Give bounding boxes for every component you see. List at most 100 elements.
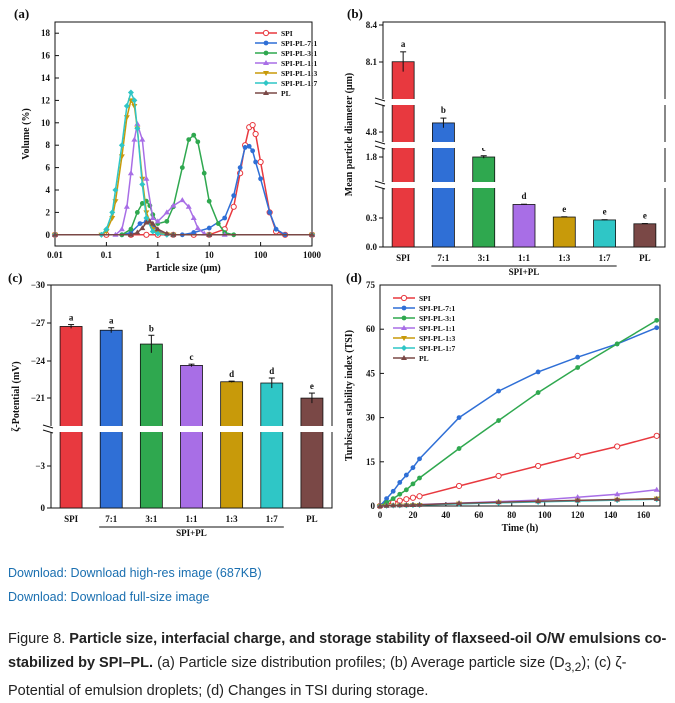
panel-c-sig-letter: e — [310, 381, 314, 391]
panel-b-bar — [633, 223, 657, 248]
panel-d-ytick-label: 75 — [366, 280, 376, 290]
panel-a-data-point — [163, 230, 170, 236]
panel-d-data-point — [653, 486, 660, 492]
panel-c-ylabel: ζ-Potential (mV) — [11, 361, 22, 432]
panel-a-ytick-label: 2 — [46, 207, 51, 217]
panel-a-data-point — [139, 225, 146, 231]
panel-b-sig-letter: e — [643, 211, 647, 221]
panel-d-legend-marker — [401, 336, 407, 341]
panel-d-data-point — [574, 452, 581, 460]
panel-a-data-point — [252, 130, 259, 138]
panel-b-break-mark — [374, 102, 386, 107]
panel-d-legend-label: SPI-PL-7:1 — [419, 304, 455, 313]
panel-b-break-mark — [374, 97, 386, 102]
panel-a-data-point — [194, 225, 201, 231]
panel-a-data-point — [170, 202, 177, 208]
panel-d-data-point — [396, 502, 403, 508]
panel-c-xtick-label: 1:7 — [266, 514, 278, 524]
caption-sub: 3,2 — [564, 659, 582, 674]
panel-d-ylabel: Turbiscan stability index (TSI) — [344, 330, 355, 461]
panel-a-data-point — [191, 132, 197, 138]
panel-a-data-point — [149, 220, 156, 226]
panel-a-data-point — [201, 170, 207, 176]
panel-a-label: (a) — [14, 6, 29, 21]
panel-d-data-point — [614, 496, 621, 502]
panel-c-bar — [260, 382, 284, 509]
panel-a-data-point — [163, 209, 170, 215]
panel-c-ytick-label: −21 — [31, 393, 46, 403]
panel-d-ytick-label: 60 — [366, 324, 376, 334]
panel-d-label: (d) — [346, 270, 362, 285]
panel-a-legend-marker — [262, 29, 270, 37]
panel-a-data-point — [52, 231, 58, 237]
panel-a-data-point — [206, 198, 212, 204]
panel-a-data-point — [123, 203, 130, 209]
panel-a-data-point — [134, 125, 141, 132]
panel-a-ylabel: Volume (%) — [21, 108, 32, 160]
panel-d-data-point — [383, 502, 390, 508]
panel-d-data-point — [417, 456, 422, 462]
panel-a-data-point — [127, 89, 134, 96]
panel-c-sig-letter: a — [69, 313, 74, 323]
panel-d-xtick-label: 100 — [538, 510, 552, 520]
panel-d-data-point — [416, 501, 423, 507]
panel-d-legend-label: SPI-PL-1:7 — [419, 344, 455, 353]
panel-b-ytick-label: 0.3 — [366, 213, 378, 223]
panel-b-xtick-label: SPI — [396, 253, 411, 263]
panel-b-break-mark — [374, 185, 386, 190]
panel-a-data-point — [143, 175, 150, 181]
panel-a-data-point — [139, 201, 145, 206]
panel-d-xtick-label: 60 — [474, 510, 484, 520]
caption-end: ); (c) ζ-Potential of emulsion droplets;… — [8, 655, 627, 699]
panel-a-data-point — [179, 165, 185, 171]
panel-a-data-point — [195, 139, 201, 145]
download-full-size-link[interactable]: Download: Download full-size image — [8, 590, 210, 604]
panel-a-data-point — [127, 231, 134, 237]
panel-d-data-point — [575, 365, 581, 370]
panel-b-xtick-label: 1:1 — [518, 253, 530, 263]
panel-d-data-point — [535, 369, 541, 375]
panel-d-legend-marker — [401, 315, 407, 321]
panel-d-xtick-label: 20 — [408, 510, 418, 520]
panel-c-xtick-label: 1:1 — [186, 514, 198, 524]
panel-b-break-mark — [374, 140, 386, 145]
panel-c-xtick-label: SPI — [64, 514, 79, 524]
panel-a-legend-marker — [263, 90, 269, 95]
download-high-res-link[interactable]: Download: Download high-res image (687KB… — [8, 566, 262, 580]
panel-a-legend-label: SPI-PL-3:1 — [281, 49, 317, 58]
panel-d-data-point — [496, 388, 501, 394]
panel-a-legend-label: PL — [281, 89, 291, 98]
panel-c-sig-letter: d — [269, 366, 274, 376]
panel-d-data-point — [535, 498, 542, 504]
panel-c-break-mark — [42, 429, 54, 434]
panel-c-xtick-label: 7:1 — [105, 514, 117, 524]
panel-a-data-point — [250, 148, 256, 154]
panel-d-data-point — [654, 317, 660, 323]
panel-a-data-point — [231, 193, 237, 199]
panel-c-ytick-label: −24 — [31, 356, 46, 366]
panel-d-data-point — [495, 472, 502, 480]
panel-b-group-label: SPI+PL — [509, 267, 540, 277]
panel-b-sig-letter: a — [401, 39, 406, 49]
panel-a-ytick-label: 10 — [41, 118, 51, 128]
panel-c-xtick-label: PL — [306, 514, 318, 524]
panel-d-data-point — [614, 341, 620, 347]
panel-b-axis-break — [377, 142, 671, 148]
panel-d-data-point — [456, 500, 463, 506]
panel-b-ytick-label: 1.8 — [366, 152, 378, 162]
panel-a-data-point — [185, 203, 192, 209]
panel-b-xtick-label: 1:3 — [558, 253, 570, 263]
panel-a-data-point — [246, 143, 252, 149]
panel-b-bar — [391, 61, 415, 248]
panel-a-legend-marker — [263, 50, 269, 56]
panel-d-data-point — [535, 390, 541, 395]
panel-b-sig-letter: e — [603, 207, 607, 217]
panel-a-data-point — [137, 221, 143, 227]
panel-b-xtick-label: 3:1 — [478, 253, 490, 263]
panel-a-data-point — [123, 103, 130, 109]
panel-c-group-label: SPI+PL — [176, 528, 207, 538]
panel-d-data-point — [456, 446, 462, 451]
panel-a-xtick-label: 100 — [254, 250, 268, 260]
panel-d-data-point — [574, 497, 581, 503]
